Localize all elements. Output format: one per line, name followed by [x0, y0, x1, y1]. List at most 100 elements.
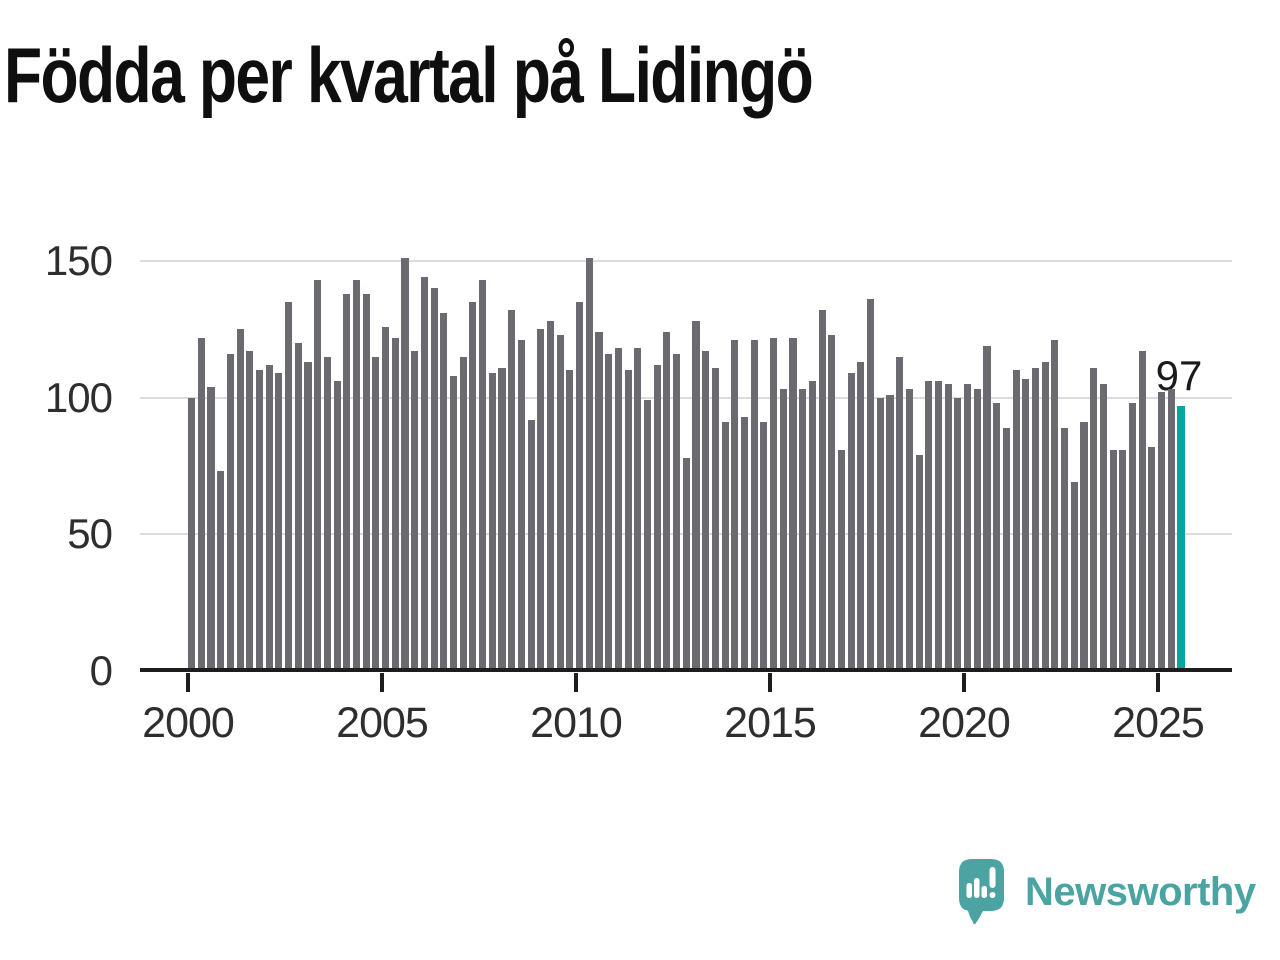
bar: [605, 353, 613, 671]
bar: [217, 471, 225, 671]
bar: [983, 345, 991, 671]
bar: [673, 353, 681, 671]
bar: [1167, 389, 1175, 671]
bar: [925, 381, 933, 671]
x-tick-mark: [186, 673, 190, 692]
x-tick-label: 2020: [918, 699, 1011, 747]
bar: [1012, 370, 1020, 671]
bar: [459, 356, 467, 671]
x-tick-label: 2025: [1112, 699, 1205, 747]
bar: [372, 356, 380, 671]
bar: [294, 343, 302, 671]
bar: [188, 397, 196, 671]
x-tick-mark: [768, 673, 772, 692]
bar: [1138, 351, 1146, 671]
bar: [789, 337, 797, 671]
bar: [682, 457, 690, 671]
bar: [1158, 392, 1166, 671]
bar: [207, 386, 215, 671]
bar: [449, 375, 458, 671]
bar: [760, 422, 768, 671]
bar: [585, 258, 593, 671]
bar: [498, 367, 506, 671]
x-tick-mark: [962, 673, 966, 692]
bar: [740, 416, 749, 671]
x-tick-mark: [380, 673, 384, 692]
bar: [973, 389, 981, 671]
bar: [799, 389, 807, 671]
bar: [595, 332, 603, 671]
bar: [643, 400, 652, 671]
bar: [275, 373, 283, 671]
bar: [905, 389, 913, 671]
y-tick-label: 100: [44, 373, 113, 421]
bar: [343, 293, 351, 671]
bar: [1090, 367, 1098, 671]
bar: [837, 449, 846, 671]
bar: [265, 364, 273, 671]
bar: [876, 397, 884, 671]
bar: [352, 280, 361, 671]
y-gridline: [140, 396, 1232, 399]
bar: [1128, 403, 1137, 671]
bar: [808, 381, 816, 671]
bar: [556, 334, 564, 671]
y-tick-label: 0: [89, 647, 113, 694]
bar: [517, 340, 525, 671]
bar: [566, 370, 574, 671]
bar: [197, 337, 205, 671]
bar: [818, 310, 826, 671]
bar: [954, 397, 962, 671]
bar: [1080, 422, 1088, 671]
bar: [440, 312, 448, 671]
bar: [382, 326, 390, 671]
bar: [934, 381, 943, 671]
bar: [624, 370, 632, 671]
bar: [711, 367, 719, 671]
bar: [1061, 427, 1069, 671]
y-gridline: [140, 260, 1232, 262]
bar: [993, 403, 1001, 671]
bar: [304, 362, 312, 671]
bar: [362, 293, 370, 671]
x-tick-label: 2005: [336, 699, 429, 747]
bar: [750, 340, 758, 671]
bar: [576, 302, 584, 671]
bar: [1051, 340, 1059, 671]
x-tick-mark: [1156, 673, 1160, 692]
bar: [915, 455, 923, 671]
x-tick-label: 2000: [142, 699, 235, 747]
bar: [1002, 427, 1010, 671]
bar: [401, 258, 409, 671]
bar: [1022, 378, 1030, 671]
bar: [896, 356, 904, 671]
newsworthy-branding: Newsworthy: [958, 856, 1278, 928]
bar: [731, 340, 739, 671]
bar: [1109, 449, 1117, 671]
bar: [333, 381, 341, 671]
bar: [420, 277, 428, 671]
bar: [255, 370, 264, 671]
bar: [847, 373, 855, 671]
bar: [770, 337, 778, 671]
bar: [411, 351, 419, 671]
bar: [469, 302, 477, 671]
bar: [246, 351, 254, 671]
bar: [663, 332, 671, 671]
bar: [614, 348, 622, 671]
bar: [634, 348, 642, 671]
bar: [527, 419, 535, 671]
y-tick-label: 50: [67, 510, 113, 558]
bar: [479, 280, 487, 671]
bar: [314, 280, 322, 671]
bar: [721, 422, 729, 671]
y-tick-label: 150: [44, 237, 113, 284]
bar: [546, 321, 555, 671]
bar: [779, 389, 787, 671]
bar: [537, 329, 545, 671]
bar: [1119, 449, 1127, 671]
highlighted-bar: [1177, 405, 1185, 671]
bar: [236, 329, 244, 671]
bar: [430, 288, 438, 671]
